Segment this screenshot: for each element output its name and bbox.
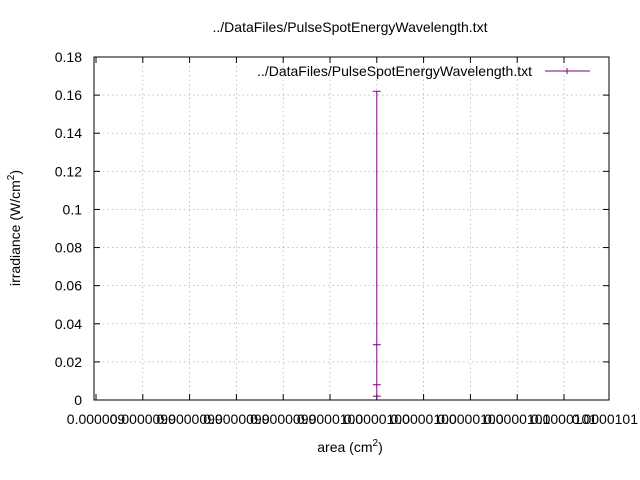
y-tick-label: 0.16	[55, 87, 82, 103]
y-tick-label: 0.02	[55, 354, 82, 370]
x-tick-label: 0.0000100	[344, 411, 410, 427]
x-tick-label: 0.0000099	[250, 411, 316, 427]
grid-lines	[94, 57, 609, 400]
y-tick-label: 0.12	[55, 163, 82, 179]
y-tick-label: 0.08	[55, 240, 82, 256]
y-tick-label: 0.06	[55, 278, 82, 294]
y-axis: 0 0.02 0.04 0.06 0.08 0.1 0.12 0.14 0.16 0.18	[55, 49, 609, 408]
x-tick-label: 0.0000100	[391, 411, 457, 427]
x-tick-label: 0.0000100	[437, 411, 503, 427]
y-tick-label: 0.04	[55, 316, 82, 332]
x-tick-label: 0.0000099	[157, 411, 223, 427]
y-tick-label: 0	[74, 392, 82, 408]
y-axis-label: irradiance (W/cm2)	[6, 170, 23, 286]
x-tick-label: 0.000009	[67, 411, 126, 427]
x-tick-label: 0.0000101	[484, 411, 550, 427]
x-tick-label: 0.0000099	[203, 411, 269, 427]
x-tick-label: 0.0000101	[531, 411, 597, 427]
legend-label: ../DataFiles/PulseSpotEnergyWavelength.t…	[257, 63, 532, 79]
series-layer	[372, 90, 381, 397]
y-tick-label: 0.18	[55, 49, 82, 65]
x-axis: 0.0000090.00000990.00000990.00000990.000…	[67, 57, 638, 427]
legend: ../DataFiles/PulseSpotEnergyWavelength.t…	[257, 63, 590, 79]
plot-frame	[93, 56, 610, 401]
chart-title: ../DataFiles/PulseSpotEnergyWavelength.t…	[213, 19, 488, 35]
x-tick-label: 0.0000101	[572, 411, 638, 427]
x-tick-label: 0.0000100	[297, 411, 363, 427]
y-tick-label: 0.14	[55, 125, 82, 141]
y-tick-label: 0.1	[63, 201, 83, 217]
x-tick-label: 0.0000099	[110, 411, 176, 427]
x-axis-label: area (cm2)	[317, 438, 382, 455]
